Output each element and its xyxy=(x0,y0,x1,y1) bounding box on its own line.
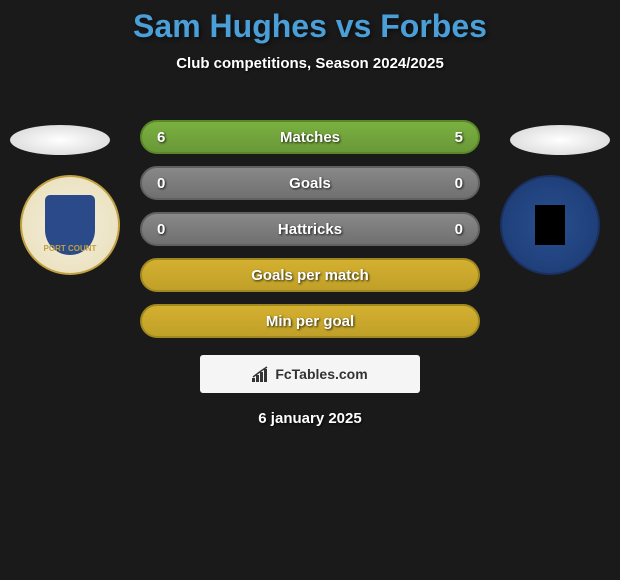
stat-right-value: 0 xyxy=(455,221,463,238)
stat-left-value: 0 xyxy=(157,175,165,192)
stat-right-value: 0 xyxy=(455,175,463,192)
watermark-text: FcTables.com xyxy=(275,366,367,382)
date-label: 6 january 2025 xyxy=(258,410,361,427)
stat-label: Goals per match xyxy=(251,267,369,284)
stat-row-hattricks: 0 Hattricks 0 xyxy=(140,212,480,246)
chart-icon xyxy=(252,366,270,382)
stat-row-goals-per-match: Goals per match xyxy=(140,258,480,292)
player-right-avatar xyxy=(510,125,610,155)
club-figure-icon xyxy=(535,205,565,245)
club-badge-left: PORT COUNT xyxy=(20,175,120,275)
stat-row-min-per-goal: Min per goal xyxy=(140,304,480,338)
player-left-avatar xyxy=(10,125,110,155)
page-title: Sam Hughes vs Forbes xyxy=(0,0,620,45)
watermark: FcTables.com xyxy=(200,355,420,393)
stat-row-matches: 6 Matches 5 xyxy=(140,120,480,154)
subtitle: Club competitions, Season 2024/2025 xyxy=(0,55,620,72)
stat-label: Goals xyxy=(289,175,331,192)
stat-row-goals: 0 Goals 0 xyxy=(140,166,480,200)
stat-label: Matches xyxy=(280,129,340,146)
club-name-left: PORT COUNT xyxy=(22,244,118,253)
stat-left-value: 0 xyxy=(157,221,165,238)
club-badge-right xyxy=(500,175,600,275)
stat-label: Hattricks xyxy=(278,221,342,238)
stats-container: 6 Matches 5 0 Goals 0 0 Hattricks 0 Goal… xyxy=(140,120,480,350)
stat-left-value: 6 xyxy=(157,129,165,146)
stat-right-value: 5 xyxy=(455,129,463,146)
stat-label: Min per goal xyxy=(266,313,354,330)
